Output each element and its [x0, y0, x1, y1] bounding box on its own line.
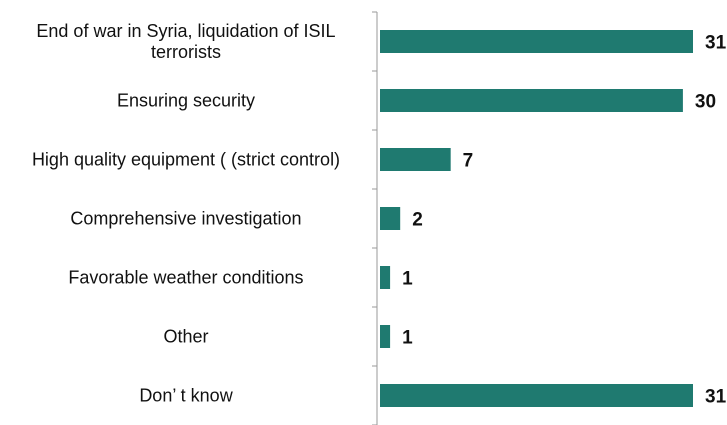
bar: [380, 30, 693, 53]
data-label: 7: [463, 151, 474, 172]
category-label: Other: [163, 327, 208, 347]
bar: [380, 325, 391, 348]
bar: [380, 266, 391, 289]
bar: [380, 207, 401, 230]
bar: [380, 148, 451, 171]
bar: [380, 89, 683, 112]
category-label: High quality equipment ( (strict control…: [32, 150, 340, 170]
plot-area: 31 End of war in Syria, liquidation of IS…: [32, 11, 727, 425]
category-label: Favorable weather conditions: [68, 268, 303, 288]
data-label: 31: [705, 33, 727, 54]
category-label: End of war in Syria, liquidation of ISIL…: [36, 21, 335, 62]
data-label: 1: [402, 328, 413, 349]
data-label: 30: [695, 92, 716, 113]
bar: [380, 384, 693, 407]
data-label: 1: [402, 269, 413, 290]
category-label: Don’ t know: [139, 386, 233, 406]
category-label: Comprehensive investigation: [70, 209, 301, 229]
data-label: 31: [705, 387, 727, 408]
data-label: 2: [412, 210, 423, 231]
category-label: Ensuring security: [117, 91, 255, 111]
